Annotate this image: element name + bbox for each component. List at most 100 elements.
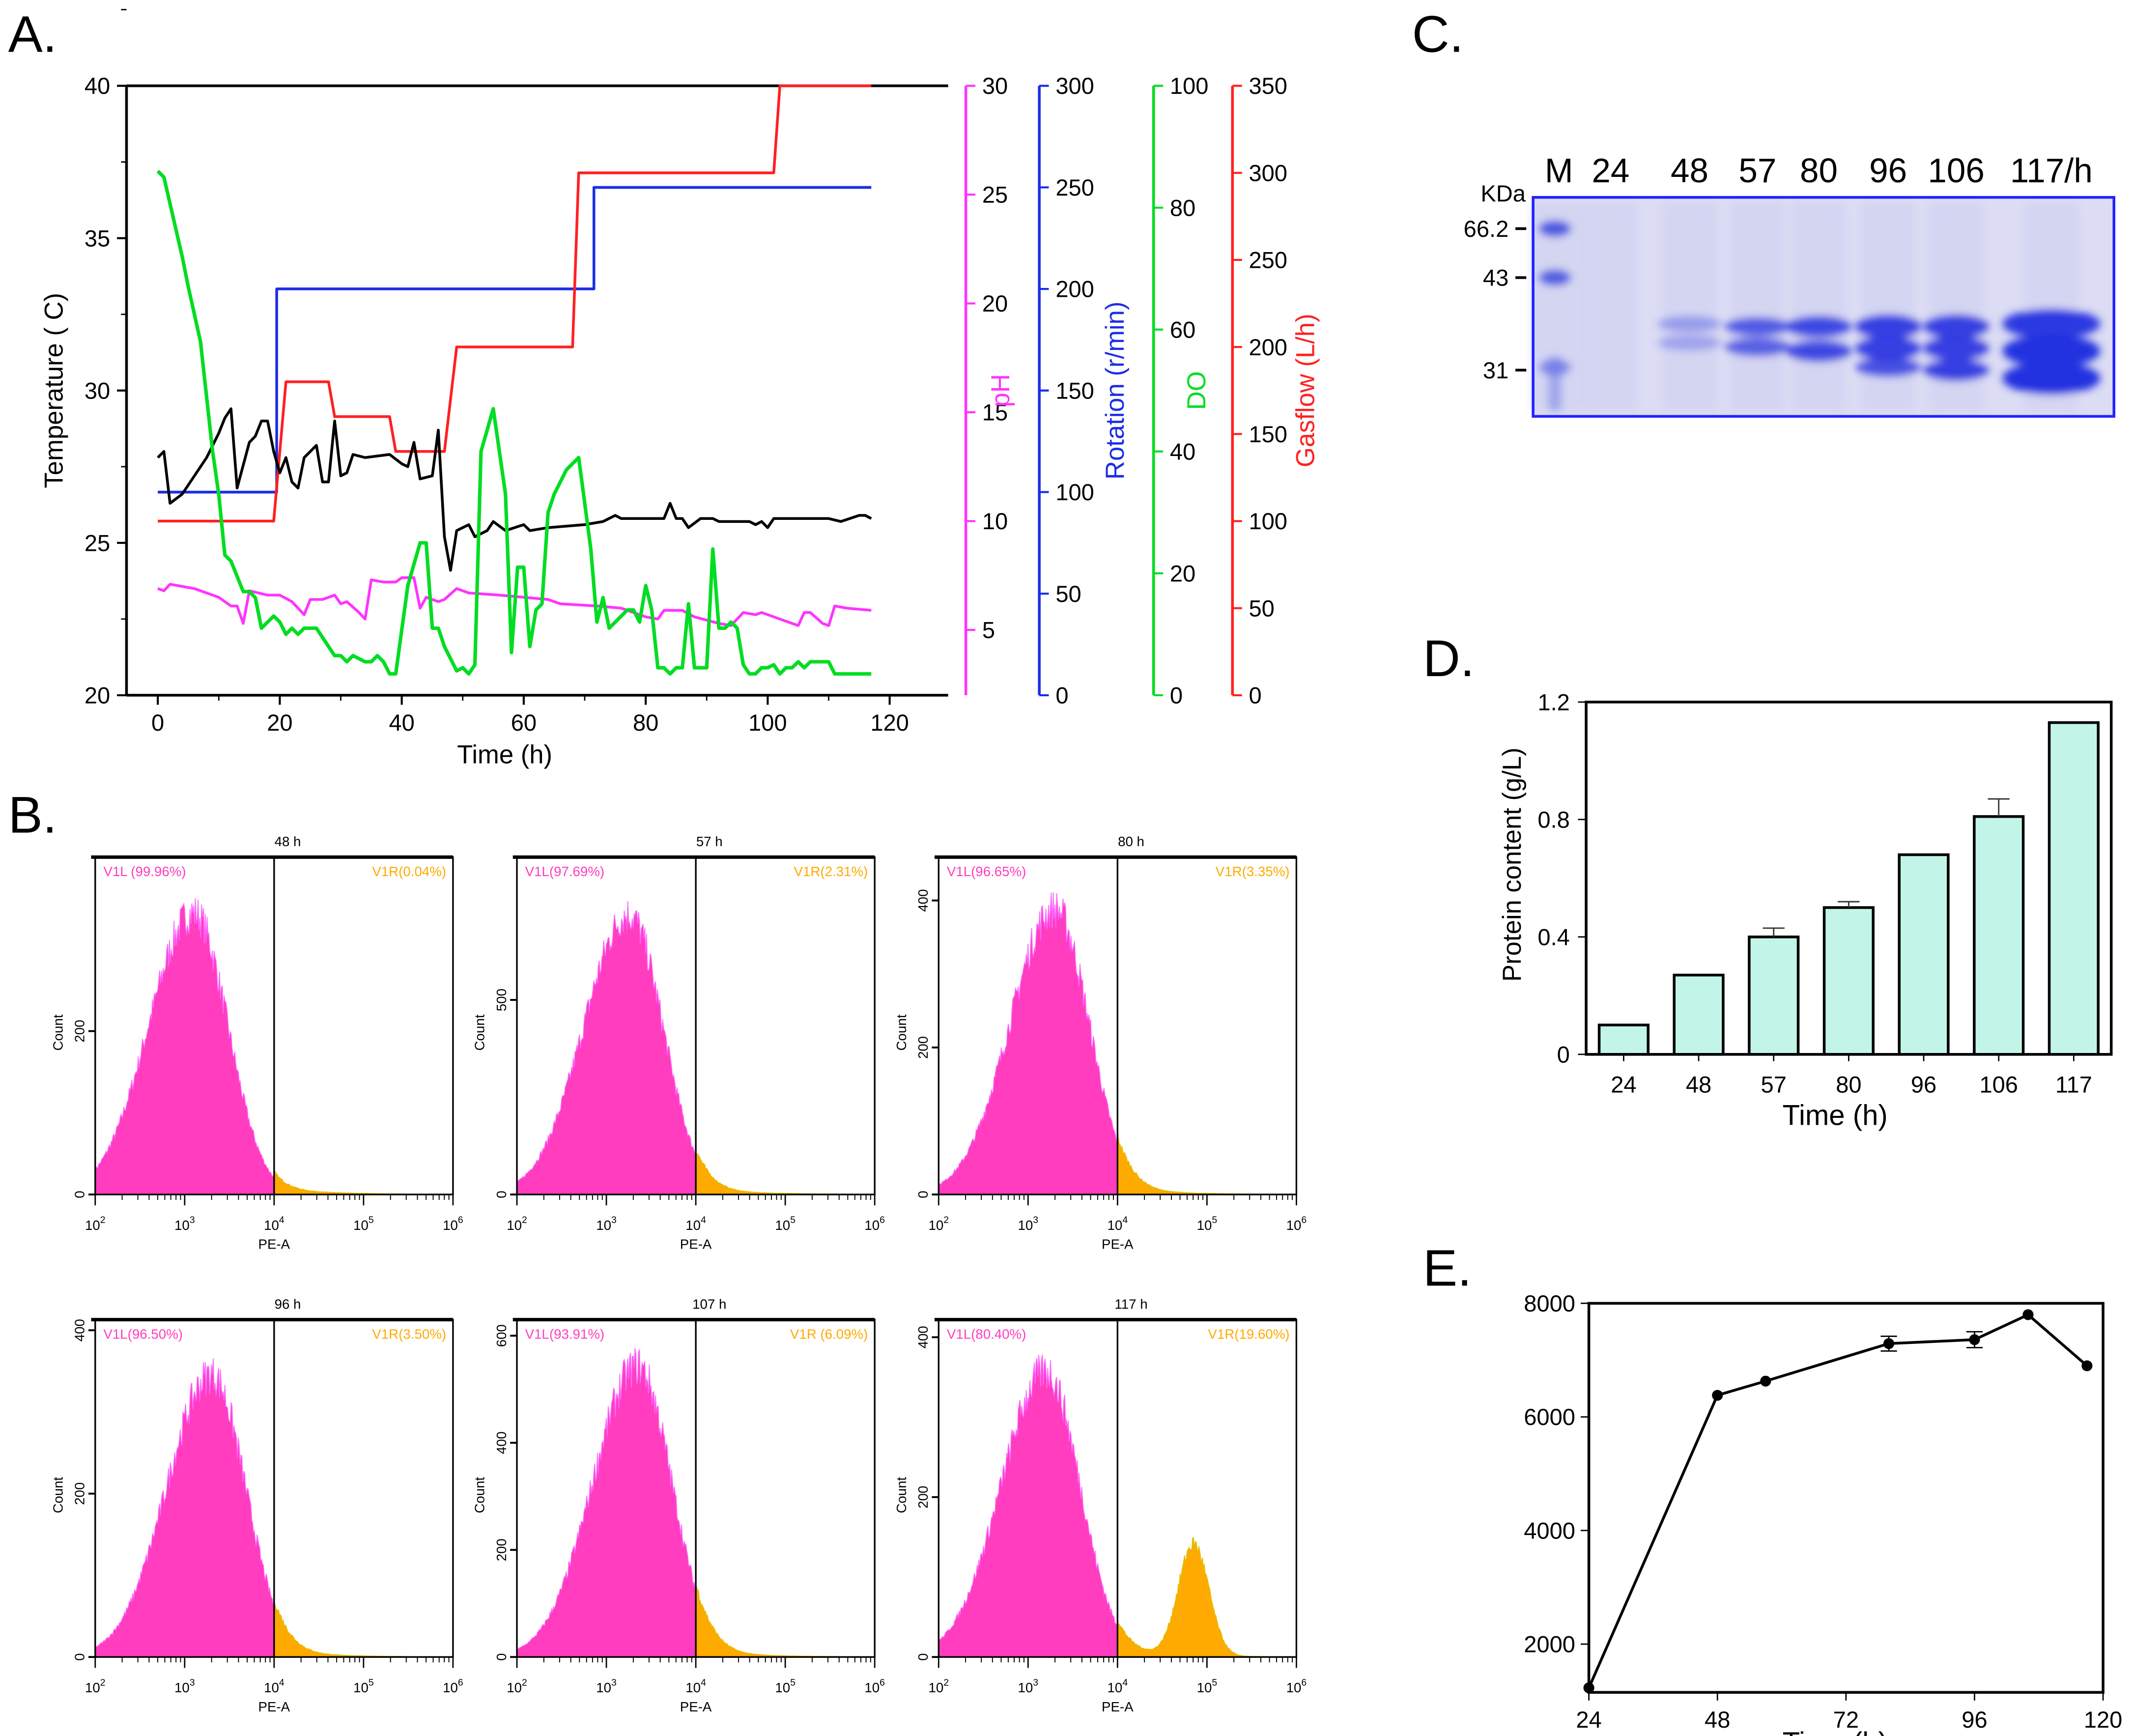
y-tick-label: 0: [915, 1653, 931, 1661]
x-tick-label: 104: [685, 1215, 706, 1233]
rotation-tick-label: 100: [1055, 479, 1094, 505]
x-tick-label: 40: [389, 710, 414, 736]
histogram-96h: 96 h V1L(96.50%) V1R(3.50%) 102 103 104 105 106…: [50, 1296, 463, 1714]
do-tick-label: 80: [1170, 195, 1195, 221]
marker-size-label: 66.2: [1464, 216, 1509, 242]
gel-border: [1532, 196, 2116, 418]
x-tick-exponent: 2: [522, 1215, 527, 1225]
panel-letter-d: D.: [1423, 630, 1475, 687]
x-tick-exponent: 2: [522, 1677, 527, 1688]
histogram-117h: 117 h V1L(80.40%) V1R(19.60%) 102 103 104 105 1…: [894, 1296, 1307, 1714]
y-tick-label: 200: [915, 1036, 931, 1059]
protein-band: [2002, 362, 2101, 395]
y-tick-label: 4000: [1524, 1517, 1575, 1543]
series-ph: [157, 576, 872, 627]
x-tick-exponent: 4: [701, 1677, 706, 1688]
x-tick-label: 104: [264, 1215, 284, 1233]
y-tick-label: 8000: [1524, 1290, 1575, 1316]
x-tick-label: 104: [685, 1677, 706, 1695]
y-tick-label: 600: [494, 1324, 509, 1347]
protein-band: [1923, 314, 1989, 339]
x-axis-label: Time (h): [457, 740, 552, 769]
histogram-80h: 80 h V1L(96.65%) V1R(3.35%) 102 103 104 105 106…: [894, 834, 1307, 1252]
x-tick-exponent: 6: [1301, 1215, 1307, 1225]
x-tick-label: 48: [1705, 1707, 1730, 1733]
series-do: [156, 170, 872, 676]
x-tick-exponent: 4: [279, 1677, 284, 1688]
histogram-title: 80 h: [1118, 834, 1144, 849]
do-tick-label: 100: [1170, 73, 1209, 99]
x-axis-label: PE-A: [680, 1237, 712, 1252]
y-tick-label: 400: [915, 1326, 931, 1348]
x-axis-label: PE-A: [1102, 1699, 1134, 1714]
x-tick-label: 120: [870, 710, 909, 736]
gasflow-tick-label: 0: [1249, 683, 1261, 709]
x-tick-label: 102: [928, 1677, 949, 1695]
v1l-gate-label: V1L(93.91%): [525, 1326, 605, 1341]
histogram-title: 48 h: [275, 834, 301, 849]
panel-c-sds-page-gel: M 24 48 57 80 96 106 117/h KDa 66.2 43 31: [1464, 151, 2116, 418]
x-tick-label: 100: [748, 710, 787, 736]
x-axis-label: Time (h): [1783, 1727, 1888, 1736]
series-rotation: [158, 186, 872, 494]
y-tick-label: 200: [494, 1538, 509, 1561]
lane-smear: [1792, 202, 1846, 411]
y-tick-label: 400: [494, 1431, 509, 1454]
lane-smear: [1662, 202, 1717, 411]
x-tick-label: 103: [596, 1215, 617, 1233]
x-axis-label: PE-A: [258, 1237, 290, 1252]
marker-band: [1538, 269, 1571, 286]
x-tick-exponent: 6: [1301, 1677, 1307, 1688]
x-tick-label: 106: [864, 1677, 885, 1695]
x-axis-label: Time (h): [1783, 1100, 1888, 1132]
x-tick-exponent: 4: [1122, 1215, 1128, 1225]
bar-57: [1748, 936, 1800, 1056]
lane-label: 24: [1592, 151, 1629, 190]
plot-frame: [1587, 1302, 2105, 1694]
x-axis-label: PE-A: [680, 1699, 712, 1714]
x-tick-exponent: 4: [279, 1215, 284, 1225]
v1r-gate-label: V1R(3.35%): [1216, 864, 1290, 879]
x-tick-exponent: 4: [701, 1215, 706, 1225]
rotation-tick-label: 300: [1055, 73, 1094, 99]
y-tick-label: 0: [494, 1191, 509, 1198]
y-tick-label: 2000: [1524, 1631, 1575, 1657]
rotation-tick-label: 150: [1055, 377, 1094, 403]
temperature-tick-label: 35: [85, 225, 110, 251]
ph-axis-label: pH: [986, 374, 1015, 407]
data-point-106: [2022, 1309, 2034, 1320]
v1r-gate-label: V1R (6.09%): [790, 1326, 868, 1341]
x-tick-label: 48: [1686, 1071, 1711, 1097]
do-tick-label: 0: [1170, 683, 1183, 709]
y-axis-label: Count: [894, 1477, 909, 1513]
y-tick-label: 6000: [1524, 1404, 1575, 1430]
v1r-population-area: [274, 1604, 454, 1658]
x-tick-exponent: 2: [943, 1215, 949, 1225]
x-tick-label: 103: [596, 1677, 617, 1695]
plot-frame: [1585, 700, 2113, 1056]
gasflow-tick-label: 50: [1249, 595, 1274, 621]
x-tick-label: 102: [85, 1215, 106, 1233]
histogram-48h: 48 h V1L (99.96%) V1R(0.04%) 102 103 104 105 10…: [50, 834, 463, 1252]
x-tick-label: 103: [174, 1677, 195, 1695]
lane-label: M: [1545, 151, 1573, 190]
protein-band: [1923, 359, 1989, 381]
ph-tick-label: 5: [982, 617, 995, 643]
x-tick-exponent: 5: [1212, 1215, 1217, 1225]
x-tick-exponent: 3: [1033, 1677, 1038, 1688]
panel-d-protein-bar-chart: 24 48 57 80 96 106 117 0 0.4 0.8 1.2 Time (h) Protei…: [1498, 689, 2113, 1132]
x-tick-label: 106: [443, 1677, 463, 1695]
x-tick-label: 105: [353, 1215, 374, 1233]
marker-size-label: 31: [1483, 357, 1508, 383]
y-tick-label: 1.2: [1537, 689, 1569, 715]
x-axis-label: PE-A: [258, 1699, 290, 1714]
x-tick-exponent: 6: [880, 1215, 885, 1225]
x-tick-exponent: 6: [458, 1677, 463, 1688]
x-tick-label: 104: [264, 1677, 284, 1695]
protein-band: [2002, 309, 2101, 339]
x-tick-exponent: 2: [943, 1677, 949, 1688]
protein-band: [1657, 335, 1722, 351]
bar-106: [1973, 815, 2025, 1056]
v1r-population-area: [1117, 1537, 1297, 1658]
